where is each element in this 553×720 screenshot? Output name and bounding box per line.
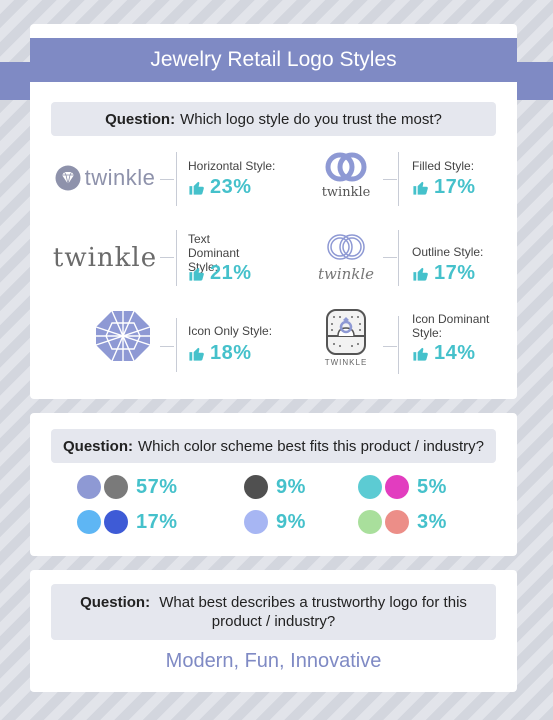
color-option: 3% bbox=[358, 510, 447, 534]
style-percent: 17% bbox=[434, 176, 476, 198]
divider-line bbox=[176, 230, 177, 286]
logo-wordmark: twinkle bbox=[84, 165, 156, 190]
divider-line bbox=[176, 318, 177, 372]
right-banner-tab bbox=[513, 62, 553, 100]
connector-line bbox=[383, 257, 397, 258]
style-stat: 17% bbox=[412, 262, 476, 285]
question-trustworthy-logo: Question: What best describes a trustwor… bbox=[51, 584, 496, 640]
style-percent: 23% bbox=[210, 176, 252, 198]
thumbs-up-icon bbox=[413, 181, 428, 195]
color-swatch bbox=[244, 475, 268, 499]
color-scheme-card: Question: Which color scheme best fits t… bbox=[30, 413, 517, 556]
color-swatch bbox=[385, 475, 409, 499]
thumbs-up-icon bbox=[189, 267, 204, 281]
color-percent: 57% bbox=[136, 475, 178, 498]
style-label: Outline Style: bbox=[412, 245, 484, 259]
connector-line bbox=[383, 179, 397, 180]
divider-line bbox=[398, 152, 399, 206]
icon-only-logo bbox=[92, 308, 154, 364]
connector-line bbox=[160, 257, 174, 258]
question-text: What best describes a trustworthy logo f… bbox=[159, 594, 467, 630]
style-stat: 23% bbox=[188, 176, 252, 199]
style-stat: 17% bbox=[412, 176, 476, 199]
divider-line bbox=[398, 230, 399, 286]
logo-wordmark: twinkle bbox=[52, 243, 158, 273]
connector-line bbox=[383, 346, 397, 347]
style-percent: 21% bbox=[210, 262, 252, 284]
thumbs-up-icon bbox=[189, 181, 204, 195]
color-swatch bbox=[244, 510, 268, 534]
trustworthy-logo-card: Question: What best describes a trustwor… bbox=[30, 570, 517, 692]
diamond-badge-icon bbox=[55, 165, 81, 191]
style-percent: 18% bbox=[210, 342, 252, 364]
page-title: Jewelry Retail Logo Styles bbox=[30, 38, 517, 82]
logo-styles-card: Jewelry Retail Logo Styles Question: Whi… bbox=[30, 24, 517, 399]
style-label: Icon Only Style: bbox=[188, 324, 273, 338]
style-label: Filled Style: bbox=[412, 159, 475, 173]
question-prefix: Question: bbox=[63, 437, 133, 455]
color-swatch bbox=[77, 510, 101, 534]
color-swatch bbox=[358, 510, 382, 534]
color-swatch bbox=[77, 475, 101, 499]
answer-text: Modern, Fun, Innovative bbox=[165, 650, 382, 672]
color-swatch bbox=[358, 475, 382, 499]
rings-outline-icon bbox=[327, 234, 365, 260]
color-option: 57% bbox=[77, 475, 178, 499]
logo-wordmark: twinkle bbox=[317, 265, 375, 283]
ring-box-icon bbox=[326, 308, 366, 355]
question-text: Which logo style do you trust the most? bbox=[180, 110, 442, 128]
style-label: Horizontal Style: bbox=[188, 159, 276, 173]
color-option: 9% bbox=[244, 475, 306, 499]
color-percent: 5% bbox=[417, 475, 447, 498]
question-color-scheme: Question: Which color scheme best fits t… bbox=[51, 429, 496, 463]
color-option: 9% bbox=[244, 510, 306, 534]
style-percent: 17% bbox=[434, 262, 476, 284]
color-option: 5% bbox=[358, 475, 447, 499]
thumbs-up-icon bbox=[413, 267, 428, 281]
question-prefix: Question: bbox=[80, 594, 151, 611]
color-percent: 3% bbox=[417, 510, 447, 533]
color-percent: 9% bbox=[276, 475, 306, 498]
style-stat: 18% bbox=[188, 342, 252, 365]
horizontal-logo: twinkle bbox=[52, 160, 158, 196]
connector-line bbox=[160, 179, 174, 180]
logo-wordmark: TWINKLE bbox=[324, 357, 368, 367]
color-swatch bbox=[104, 475, 128, 499]
color-percent: 17% bbox=[136, 510, 178, 533]
filled-logo: twinkle bbox=[312, 150, 380, 200]
divider-line bbox=[176, 152, 177, 206]
logo-wordmark: twinkle bbox=[321, 184, 371, 200]
connector-line bbox=[160, 346, 174, 347]
question-prefix: Question: bbox=[105, 110, 176, 128]
gem-emblem-icon bbox=[95, 310, 151, 362]
style-percent: 14% bbox=[434, 342, 476, 364]
color-option: 17% bbox=[77, 510, 178, 534]
question-text: Which color scheme best fits this produc… bbox=[138, 437, 484, 455]
thumbs-up-icon bbox=[189, 347, 204, 361]
text-dominant-logo: twinkle bbox=[52, 236, 158, 280]
outline-logo: twinkle bbox=[312, 230, 380, 284]
color-percent: 9% bbox=[276, 510, 306, 533]
question-logo-style: Question: Which logo style do you trust … bbox=[51, 102, 496, 136]
rings-filled-icon bbox=[325, 152, 367, 181]
style-label: Icon Dominant Style: bbox=[412, 312, 490, 340]
style-stat: 21% bbox=[188, 262, 252, 285]
style-stat: 14% bbox=[412, 342, 476, 365]
divider-line bbox=[398, 316, 399, 374]
color-swatch bbox=[104, 510, 128, 534]
icon-dominant-logo: TWINKLE bbox=[318, 304, 374, 370]
color-swatch bbox=[385, 510, 409, 534]
thumbs-up-icon bbox=[413, 347, 428, 361]
